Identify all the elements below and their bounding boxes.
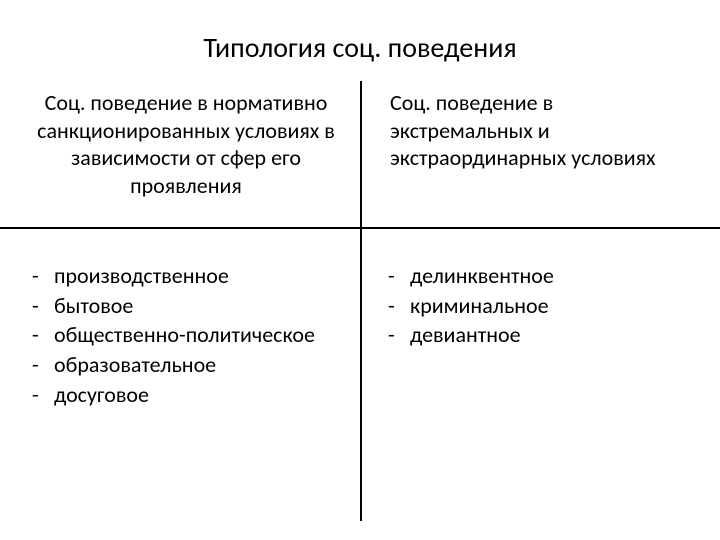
horizontal-divider <box>0 227 720 229</box>
left-column: Соц. поведение в нормативно санкциониров… <box>20 89 360 409</box>
right-column: Соц. поведение в экстремальных и экстрао… <box>360 89 700 409</box>
left-subtitle: Соц. поведение в нормативно санкциониров… <box>32 89 340 229</box>
right-subtitle: Соц. поведение в экстремальных и экстрао… <box>380 89 688 229</box>
right-list: делинквентное криминальное девиантное <box>380 233 688 350</box>
list-item: общественно-политическое <box>32 320 340 350</box>
page-title: Типология соц. поведения <box>20 30 700 65</box>
vertical-divider <box>360 81 362 521</box>
list-item: делинквентное <box>388 261 688 291</box>
list-item: криминальное <box>388 291 688 321</box>
list-item: досуговое <box>32 380 340 410</box>
list-item: производственное <box>32 261 340 291</box>
left-list: производственное бытовое общественно-пол… <box>32 233 340 409</box>
two-column-container: Соц. поведение в нормативно санкциониров… <box>20 89 700 409</box>
list-item: бытовое <box>32 291 340 321</box>
list-item: образовательное <box>32 350 340 380</box>
list-item: девиантное <box>388 320 688 350</box>
